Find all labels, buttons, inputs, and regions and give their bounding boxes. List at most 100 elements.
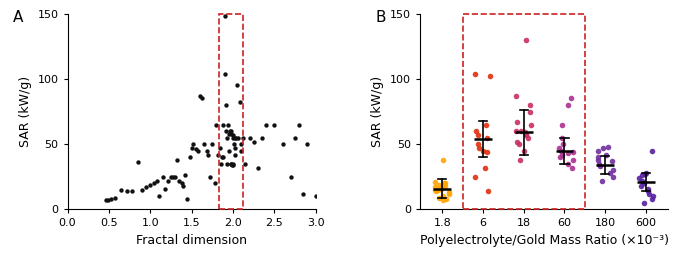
Point <box>562 162 573 166</box>
Point <box>226 162 237 166</box>
Point <box>173 178 184 183</box>
Point <box>302 142 313 146</box>
Bar <box>219 14 243 209</box>
Point <box>436 186 447 191</box>
Point <box>472 142 483 146</box>
Point <box>198 142 209 146</box>
Point <box>511 129 522 133</box>
Point <box>566 165 577 170</box>
Point <box>604 171 615 175</box>
Point <box>470 72 481 76</box>
Point <box>430 188 441 192</box>
Point <box>470 175 481 179</box>
Point <box>227 133 238 137</box>
Point <box>219 72 230 76</box>
Point <box>478 149 489 153</box>
Point <box>222 162 233 166</box>
Point <box>228 142 239 146</box>
Point <box>213 152 223 157</box>
Point <box>230 135 240 140</box>
Point <box>153 194 164 199</box>
Point <box>472 133 483 137</box>
Point <box>429 180 440 184</box>
Point <box>201 149 212 153</box>
Point <box>157 175 168 179</box>
Point <box>171 158 182 162</box>
Point <box>178 184 189 188</box>
Point <box>439 181 450 186</box>
Point <box>598 146 609 150</box>
Point <box>286 175 296 179</box>
Point <box>593 155 603 159</box>
Text: B: B <box>375 10 386 25</box>
Point <box>227 163 238 167</box>
Point <box>634 176 645 180</box>
Point <box>225 132 236 136</box>
Point <box>223 149 234 153</box>
Y-axis label: SAR (kW/g): SAR (kW/g) <box>19 76 32 147</box>
Point <box>432 188 443 192</box>
Point <box>269 122 279 127</box>
Point <box>485 74 496 78</box>
Point <box>593 149 604 153</box>
Point <box>217 122 228 127</box>
Point <box>220 129 231 133</box>
Point <box>437 194 448 199</box>
Point <box>110 196 121 200</box>
Point <box>482 150 493 154</box>
Point <box>562 103 573 107</box>
Point <box>225 162 236 166</box>
Point <box>222 135 233 140</box>
Point <box>236 142 246 146</box>
Point <box>606 159 617 163</box>
Point <box>595 164 606 169</box>
Point <box>205 175 215 179</box>
Point <box>511 94 522 98</box>
Point <box>512 139 522 144</box>
Point <box>482 135 493 140</box>
Point <box>248 139 259 144</box>
Point <box>519 149 530 153</box>
Point <box>438 158 449 162</box>
Point <box>526 122 537 127</box>
Point <box>180 173 190 178</box>
Point <box>521 38 532 42</box>
Point <box>603 145 614 149</box>
Point <box>640 171 651 175</box>
Point <box>226 129 237 133</box>
Point <box>514 142 524 146</box>
Point <box>252 165 263 170</box>
Point <box>227 162 238 166</box>
Point <box>433 196 444 200</box>
Point <box>207 142 218 146</box>
Point <box>211 122 222 127</box>
Point <box>105 197 116 201</box>
Point <box>194 94 205 98</box>
Point <box>608 168 618 172</box>
Point <box>176 181 187 186</box>
Point <box>221 103 232 107</box>
Point <box>298 191 308 196</box>
Point <box>233 135 244 140</box>
Point <box>443 190 454 195</box>
Point <box>277 142 288 146</box>
Point <box>217 155 227 159</box>
Point <box>169 175 180 179</box>
Point <box>556 149 567 153</box>
Point <box>637 173 648 178</box>
Point <box>440 197 451 201</box>
Point <box>215 146 225 150</box>
Point <box>647 149 657 153</box>
Point <box>236 149 246 153</box>
Point <box>438 198 449 202</box>
Point <box>643 189 653 193</box>
Point <box>244 135 255 140</box>
Point <box>151 178 162 183</box>
Point <box>481 122 491 127</box>
Point <box>217 155 228 159</box>
Point <box>136 188 147 192</box>
Point <box>231 135 242 140</box>
Point <box>310 194 321 199</box>
Point <box>480 165 491 170</box>
Point <box>557 122 568 127</box>
